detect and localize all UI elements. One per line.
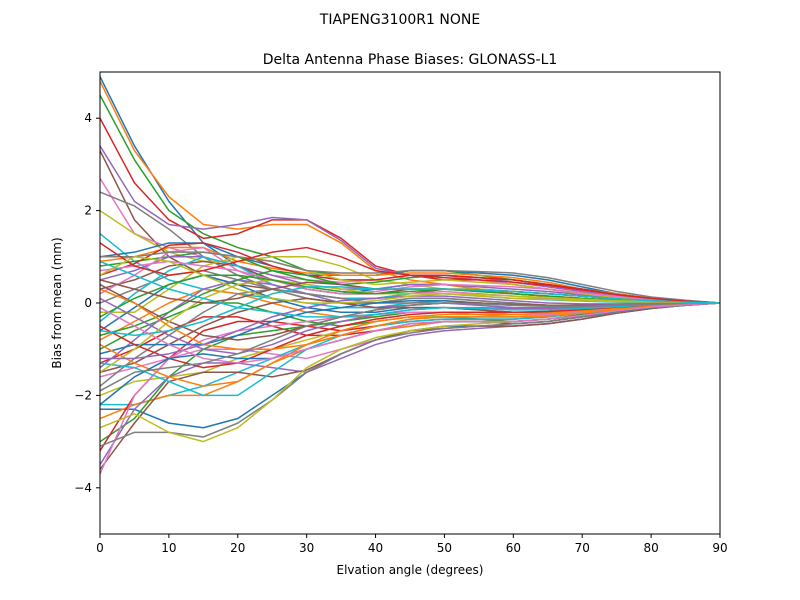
x-tick-label: 0	[96, 541, 104, 555]
x-tick-label: 70	[575, 541, 590, 555]
series-line-60	[100, 286, 720, 337]
series-line-59	[100, 256, 720, 304]
x-axis: 0 10 20 30 40 50 60 70 80 90	[96, 534, 728, 555]
x-axis-label: Elvation angle (degrees)	[337, 563, 484, 577]
series-line-58	[100, 302, 720, 392]
y-tick-label: −2	[74, 388, 92, 402]
series-line-48	[100, 251, 720, 304]
series-line-54	[100, 242, 720, 304]
series-line-42	[100, 302, 720, 387]
series-line-50	[100, 260, 720, 318]
x-tick-label: 90	[712, 541, 727, 555]
series-layer	[100, 76, 720, 475]
x-tick-label: 30	[299, 541, 314, 555]
chart-title: Delta Antenna Phase Biases: GLONASS-L1	[263, 52, 558, 68]
y-tick-label: −4	[74, 481, 92, 495]
y-tick-label: 0	[84, 296, 92, 310]
x-tick-label: 10	[161, 541, 176, 555]
y-axis: −4 −2 0 2 4	[74, 111, 100, 495]
y-tick-label: 2	[84, 204, 92, 218]
x-tick-label: 50	[437, 541, 452, 555]
y-tick-label: 4	[84, 111, 92, 125]
x-tick-label: 80	[643, 541, 658, 555]
series-line-38	[100, 302, 720, 447]
x-tick-label: 40	[368, 541, 383, 555]
x-tick-label: 60	[506, 541, 521, 555]
figure-suptitle: TIAPENG3100R1 NONE	[319, 12, 480, 28]
series-line-57	[100, 302, 720, 364]
y-axis-label: Bias from mean (mm)	[50, 237, 64, 368]
x-tick-label: 20	[230, 541, 245, 555]
series-line-47	[100, 260, 720, 304]
